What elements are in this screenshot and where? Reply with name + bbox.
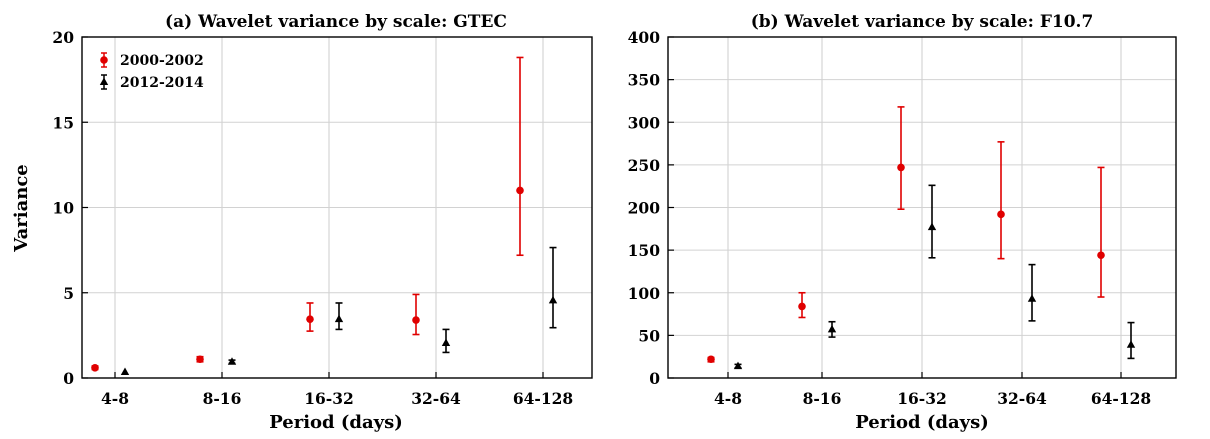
x-tick-label: 64-128 — [1091, 389, 1151, 408]
marker-circle — [306, 315, 314, 323]
y-tick-label: 350 — [628, 71, 661, 90]
data-point-black-triangle — [1027, 263, 1037, 322]
marker-triangle — [927, 222, 937, 231]
marker-circle — [516, 186, 524, 195]
panel-a: (a) Wavelet variance by scale: GTEC 0 5 10… — [11, 12, 593, 433]
marker-triangle — [733, 361, 743, 370]
x-tick-label: 32-64 — [411, 389, 461, 408]
data-point-black-triangle — [548, 246, 558, 329]
x-tick-label: 64-128 — [513, 389, 573, 408]
legend-item-2012-2014: 2012-2014 — [99, 74, 204, 91]
y-tick-label: 15 — [52, 113, 74, 132]
panel-b-x-axis-label: Period (days) — [855, 412, 989, 433]
panel-a-y-ticks: 0 5 10 15 20 — [52, 28, 88, 388]
y-tick-label: 10 — [52, 199, 74, 218]
legend-marker-circle-icon — [100, 56, 108, 64]
data-point-red-circle — [707, 355, 715, 364]
panel-a-title: (a) Wavelet variance by scale: GTEC — [165, 12, 507, 32]
panel-b-gridlines — [668, 37, 1176, 378]
data-point-black-triangle — [334, 302, 344, 331]
marker-circle — [1097, 251, 1105, 260]
marker-circle — [897, 163, 905, 172]
marker-triangle — [441, 338, 451, 347]
y-tick-label: 5 — [63, 284, 74, 303]
y-tick-label: 250 — [628, 156, 661, 175]
data-point-black-triangle — [927, 184, 937, 259]
panel-b-marks — [707, 106, 1136, 370]
data-point-red-circle — [997, 141, 1005, 260]
marker-circle — [798, 302, 806, 311]
legend-marker-triangle-icon — [99, 77, 109, 85]
panel-b-title: (b) Wavelet variance by scale: F10.7 — [751, 12, 1094, 32]
panel-a-marks — [91, 56, 558, 376]
marker-triangle — [120, 367, 130, 376]
data-point-black-triangle — [120, 367, 130, 376]
panel-a-x-ticks: 4-8 8-16 16-32 32-64 64-128 — [101, 372, 573, 408]
x-tick-label: 16-32 — [897, 389, 947, 408]
panel-b: (b) Wavelet variance by scale: F10.7 0 50… — [628, 12, 1177, 433]
legend-label-2000-2002: 2000-2002 — [120, 53, 204, 69]
marker-triangle — [227, 357, 237, 365]
legend: 2000-2002 2012-2014 — [99, 52, 204, 91]
legend-label-2012-2014: 2012-2014 — [120, 75, 204, 91]
y-tick-label: 200 — [628, 199, 661, 218]
panel-a-x-axis-label: Period (days) — [269, 412, 403, 433]
data-point-red-circle — [1097, 166, 1105, 298]
data-point-red-circle — [412, 293, 420, 336]
x-tick-label: 8-16 — [803, 389, 842, 408]
y-tick-label: 50 — [638, 326, 660, 345]
y-tick-label: 0 — [649, 369, 660, 388]
data-point-black-triangle — [827, 320, 837, 338]
data-point-black-triangle — [733, 361, 743, 370]
marker-triangle — [827, 324, 837, 333]
marker-circle — [997, 210, 1005, 219]
x-tick-label: 16-32 — [304, 389, 354, 408]
data-point-black-triangle — [441, 328, 451, 354]
data-point-red-circle — [91, 363, 99, 372]
marker-triangle — [1126, 340, 1136, 348]
x-tick-label: 4-8 — [101, 389, 129, 408]
panel-b-x-ticks: 4-8 8-16 16-32 32-64 64-128 — [714, 372, 1151, 408]
y-tick-label: 150 — [628, 241, 661, 260]
marker-circle — [707, 355, 715, 364]
marker-triangle — [548, 295, 558, 304]
marker-circle — [91, 363, 99, 372]
y-tick-label: 400 — [628, 28, 661, 47]
data-point-black-triangle — [227, 357, 237, 365]
marker-circle — [412, 316, 420, 324]
marker-circle — [196, 355, 204, 364]
y-tick-label: 0 — [63, 369, 74, 388]
data-point-red-circle — [196, 355, 204, 364]
y-tick-label: 300 — [628, 113, 661, 132]
data-point-red-circle — [897, 106, 905, 211]
data-point-red-circle — [798, 291, 806, 319]
x-tick-label: 8-16 — [203, 389, 242, 408]
data-point-black-triangle — [1126, 321, 1136, 360]
y-tick-label: 20 — [52, 28, 74, 47]
marker-triangle — [334, 314, 344, 323]
legend-item-2000-2002: 2000-2002 — [100, 52, 204, 69]
x-tick-label: 32-64 — [997, 389, 1047, 408]
data-point-red-circle — [516, 56, 524, 257]
data-point-red-circle — [306, 302, 314, 332]
panel-a-y-axis-label: Variance — [11, 164, 32, 252]
marker-triangle — [1027, 294, 1037, 302]
y-tick-label: 100 — [628, 284, 661, 303]
panel-b-y-ticks: 0 50 100 150 200 250 300 350 400 — [628, 28, 674, 388]
panel-a-gridlines — [82, 37, 592, 378]
x-tick-label: 4-8 — [714, 389, 742, 408]
